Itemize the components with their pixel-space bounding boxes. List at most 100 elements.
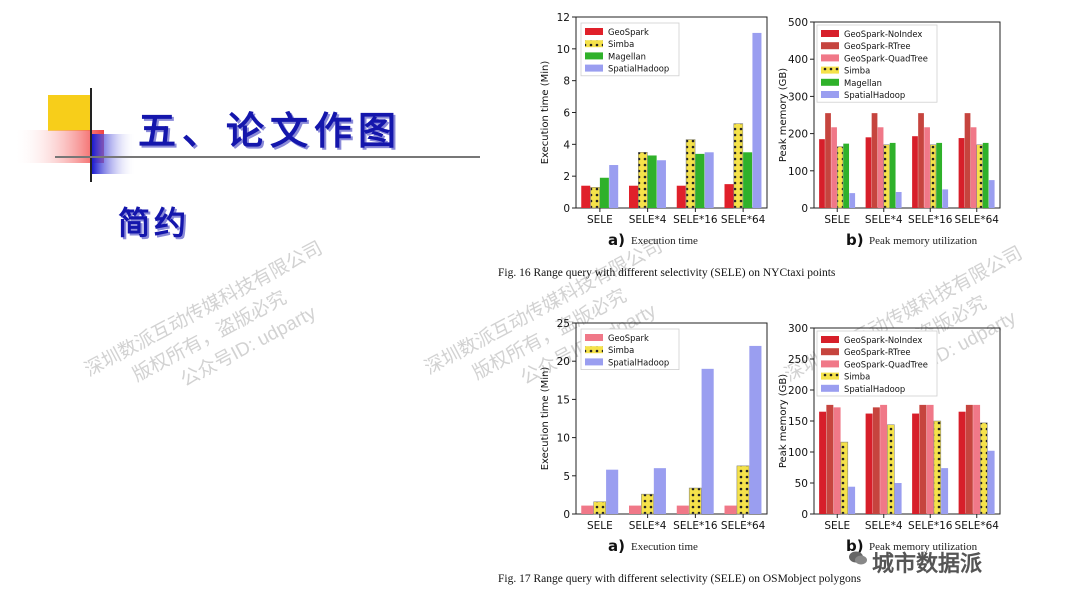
y-tick-label: 0 — [563, 203, 570, 215]
bar — [918, 113, 924, 208]
bar — [982, 142, 989, 208]
legend-label: Simba — [844, 372, 870, 382]
bar — [849, 193, 856, 208]
bar — [930, 144, 937, 209]
brand-logo: 城市数据派 — [872, 552, 983, 577]
x-tick-label: SELE*16 — [673, 214, 718, 226]
panel-label: Peak memory utilization — [869, 235, 978, 247]
legend-swatch — [821, 336, 839, 343]
legend-label: GeoSpark-QuadTree — [844, 53, 928, 63]
x-tick-label: SELE — [587, 214, 613, 226]
bar — [688, 487, 702, 515]
bar — [752, 32, 762, 208]
legend-swatch — [585, 346, 603, 354]
legend-swatch — [821, 91, 839, 98]
bar — [942, 189, 949, 208]
bar — [976, 144, 983, 209]
chart-panel: 0 2 4 6 8 10 12 Execution time (Min) SELE SELE*4 S… — [540, 12, 768, 249]
legend-box — [816, 24, 938, 103]
bar — [647, 155, 657, 208]
bar — [704, 152, 714, 208]
x-tick-label: SELE*64 — [721, 214, 766, 226]
panel-label: Execution time — [631, 235, 698, 247]
bar — [833, 407, 841, 514]
y-tick-label: 50 — [795, 478, 808, 490]
bar — [988, 180, 995, 208]
slide-decoration — [14, 88, 480, 182]
legend-label: GeoSpark — [608, 27, 649, 37]
bar — [926, 404, 934, 514]
deco-yellow-square — [48, 95, 92, 131]
bar — [912, 413, 920, 514]
legend-label: GeoSpark-RTree — [844, 347, 911, 357]
bar — [826, 404, 834, 514]
legend-label: Magellan — [844, 78, 882, 88]
y-tick-label: 150 — [788, 416, 808, 428]
bar — [593, 501, 607, 515]
y-tick-label: 200 — [788, 385, 808, 397]
legend-label: SpatialHadoop — [844, 384, 905, 394]
bar — [609, 165, 619, 208]
y-tick-label: 2 — [563, 171, 570, 183]
panel-letter: b) — [846, 231, 864, 249]
legend-swatch — [585, 28, 603, 35]
bar — [825, 113, 831, 208]
bar — [638, 152, 648, 209]
bar — [865, 137, 872, 208]
figure-caption: Fig. 17 Range query with different selec… — [498, 573, 861, 585]
legend-label: Simba — [608, 39, 634, 49]
x-tick-label: SELE*4 — [629, 520, 667, 532]
legend-swatch — [585, 52, 603, 60]
legend-label: SpatialHadoop — [608, 64, 669, 74]
y-tick-label: 4 — [563, 139, 570, 151]
bar — [819, 411, 827, 514]
bar — [894, 483, 902, 514]
y-tick-label: 15 — [557, 394, 570, 406]
bar — [941, 468, 949, 514]
bar — [933, 420, 942, 515]
bar — [736, 465, 750, 515]
legend-label: Simba — [608, 345, 634, 355]
y-tick-label: 500 — [788, 17, 808, 29]
y-axis-label: Peak memory (GB) — [778, 374, 789, 468]
legend-swatch — [821, 42, 839, 50]
chart-panel: 0 5 10 15 20 25 Execution time (Min) SELE SELE*4… — [540, 318, 768, 555]
y-tick-label: 0 — [801, 509, 808, 521]
bar — [840, 441, 849, 515]
legend-label: Magellan — [608, 51, 646, 61]
bar — [695, 153, 705, 208]
bar — [877, 127, 884, 208]
legend-label: GeoSpark-NoIndex — [844, 29, 922, 39]
bar — [685, 139, 696, 209]
y-axis-label: Peak memory (GB) — [778, 68, 789, 162]
bar — [880, 404, 888, 514]
bar — [590, 187, 600, 209]
bar — [924, 127, 930, 208]
bar — [641, 493, 654, 515]
x-tick-label: SELE — [824, 214, 850, 226]
y-tick-label: 0 — [563, 509, 570, 521]
x-tick-label: SELE — [824, 520, 850, 532]
chart-panel: 0 50 100 150 200 250 300 Peak memory (GB) SELE SE… — [778, 323, 1001, 555]
bar — [701, 368, 714, 514]
legend-swatch — [821, 360, 839, 368]
bar — [912, 136, 918, 208]
bar — [676, 505, 689, 514]
bar — [987, 450, 995, 514]
legend-swatch — [585, 40, 603, 48]
legend-swatch — [821, 54, 839, 62]
legend-label: GeoSpark-NoIndex — [844, 335, 922, 345]
y-tick-label: 6 — [563, 108, 570, 120]
figure-caption: Fig. 16 Range query with different selec… — [498, 267, 836, 279]
bar — [970, 127, 977, 208]
bar — [895, 192, 902, 208]
x-tick-label: SELE*4 — [865, 520, 903, 532]
bar — [848, 486, 856, 514]
slide-subtitle: 简约 — [118, 204, 191, 242]
bar — [889, 142, 896, 208]
x-tick-label: SELE — [587, 520, 613, 532]
bar — [629, 505, 642, 514]
bar — [883, 144, 890, 209]
plot-frame — [813, 21, 1001, 209]
